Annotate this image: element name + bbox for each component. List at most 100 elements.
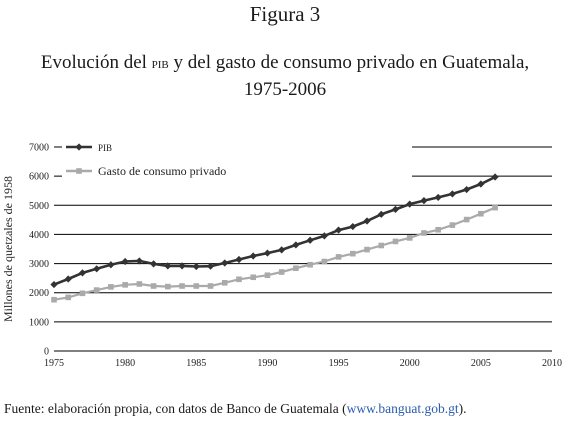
point-consumo-1981 <box>136 281 143 287</box>
legend-marker <box>75 143 83 151</box>
point-pib-1997 <box>363 217 371 225</box>
point-consumo-1985 <box>193 283 200 289</box>
legend-item-pib: PIB <box>62 138 412 155</box>
y-axis-label: Millones de quetzales de 1958 <box>1 176 15 322</box>
x-tick-1995: 1995 <box>329 358 349 369</box>
point-consumo-1976 <box>65 294 72 301</box>
legend-label-consumo: Gasto de consumo privado <box>98 164 226 178</box>
legend-bg <box>62 162 412 179</box>
point-consumo-1994 <box>321 258 328 265</box>
source-note: Fuente: elaboración propia, con datos de… <box>4 401 466 417</box>
point-pib-1982 <box>150 260 158 268</box>
point-consumo-1995 <box>335 254 342 260</box>
x-tick-1990: 1990 <box>257 358 277 369</box>
point-consumo-1991 <box>278 269 285 275</box>
series-consumo <box>51 204 498 303</box>
point-consumo-2005 <box>478 210 484 217</box>
legend-marker <box>76 168 82 174</box>
title-pib: pib <box>151 56 169 72</box>
y-tick-6000: 6000 <box>29 172 49 183</box>
point-pib-2004 <box>463 185 471 194</box>
y-tick-labels: 0 1000 2000 3000 4000 5000 6000 7000 <box>29 143 49 358</box>
point-pib-1990 <box>263 249 272 257</box>
y-tick-7000: 7000 <box>29 143 49 154</box>
point-consumo-1999 <box>392 238 399 245</box>
x-tick-2000: 2000 <box>400 358 420 369</box>
source-suffix: ). <box>458 401 467 416</box>
title-part-1: Evolución del <box>40 52 152 73</box>
series-line-consumo <box>53 206 496 301</box>
point-consumo-2000 <box>406 235 413 241</box>
point-consumo-1996 <box>350 250 356 257</box>
point-pib-1994 <box>320 232 328 240</box>
point-consumo-1975 <box>51 296 57 303</box>
point-consumo-1988 <box>236 276 242 283</box>
point-pib-1999 <box>391 205 400 213</box>
point-pib-1979 <box>107 261 115 269</box>
x-tick-1985: 1985 <box>186 358 206 369</box>
point-pib-1995 <box>334 226 343 234</box>
point-pib-2005 <box>477 180 485 188</box>
y-tick-3000: 3000 <box>29 259 49 270</box>
point-consumo-1984 <box>179 283 185 289</box>
point-pib-1989 <box>249 252 257 260</box>
point-consumo-1990 <box>264 272 271 279</box>
point-pib-1986 <box>206 262 215 270</box>
point-pib-1978 <box>93 265 101 273</box>
legend-label-pib: PIB <box>98 143 112 153</box>
y-tick-0: 0 <box>44 347 49 358</box>
title-part-2: y del gasto de consumo privado en Guatem… <box>168 52 530 100</box>
point-pib-1988 <box>235 255 243 264</box>
point-consumo-2002 <box>435 226 441 233</box>
point-consumo-1982 <box>150 283 157 289</box>
legend-bg <box>62 138 412 155</box>
point-consumo-1979 <box>108 284 114 290</box>
source-link[interactable]: www.banguat.gob.gt <box>346 401 459 416</box>
point-pib-2000 <box>406 200 414 208</box>
y-tick-4000: 4000 <box>29 230 49 241</box>
y-tick-2000: 2000 <box>29 288 49 299</box>
point-pib-2006 <box>491 173 499 181</box>
point-consumo-1993 <box>307 261 313 268</box>
point-consumo-1987 <box>221 280 228 286</box>
point-pib-2002 <box>434 193 442 202</box>
point-pib-1992 <box>292 241 300 249</box>
chart-title: Evolución del pib y del gasto de consumo… <box>40 50 530 102</box>
point-pib-1987 <box>221 259 229 267</box>
point-consumo-1977 <box>79 290 86 297</box>
x-tick-1980: 1980 <box>115 358 135 369</box>
point-consumo-1998 <box>378 242 385 249</box>
legend: PIB Gasto de consumo privado <box>62 138 412 179</box>
x-tick-2005: 2005 <box>471 358 491 369</box>
x-tick-2010: 2010 <box>542 358 562 369</box>
point-pib-1980 <box>121 257 129 266</box>
source-prefix: Fuente: elaboración propia, con datos de… <box>4 401 347 416</box>
point-consumo-1983 <box>165 283 171 290</box>
point-pib-1996 <box>349 222 357 231</box>
legend-item-consumo: Gasto de consumo privado <box>62 162 412 179</box>
point-consumo-1978 <box>93 287 100 293</box>
point-consumo-1992 <box>293 265 299 272</box>
point-consumo-2003 <box>449 222 456 228</box>
y-tick-1000: 1000 <box>29 317 49 328</box>
y-tick-5000: 5000 <box>29 201 49 212</box>
figure-label: Figura 3 <box>249 2 321 26</box>
point-pib-1976 <box>64 275 72 283</box>
x-tick-labels: 1975 1980 1985 1990 1995 2000 2005 2010 <box>44 358 562 369</box>
point-pib-1998 <box>377 210 385 218</box>
point-pib-1985 <box>192 262 200 271</box>
point-pib-2003 <box>448 190 456 198</box>
point-pib-2001 <box>420 197 428 205</box>
x-tick-1975: 1975 <box>44 358 64 369</box>
point-pib-1993 <box>306 236 314 244</box>
point-consumo-1997 <box>364 246 370 253</box>
point-consumo-1986 <box>207 283 214 289</box>
point-consumo-2001 <box>421 230 427 236</box>
series-group <box>50 173 499 303</box>
point-consumo-1980 <box>122 282 128 288</box>
point-consumo-2004 <box>463 216 470 223</box>
point-pib-1991 <box>278 246 286 254</box>
point-pib-1975 <box>50 280 58 289</box>
point-consumo-1989 <box>250 274 256 281</box>
